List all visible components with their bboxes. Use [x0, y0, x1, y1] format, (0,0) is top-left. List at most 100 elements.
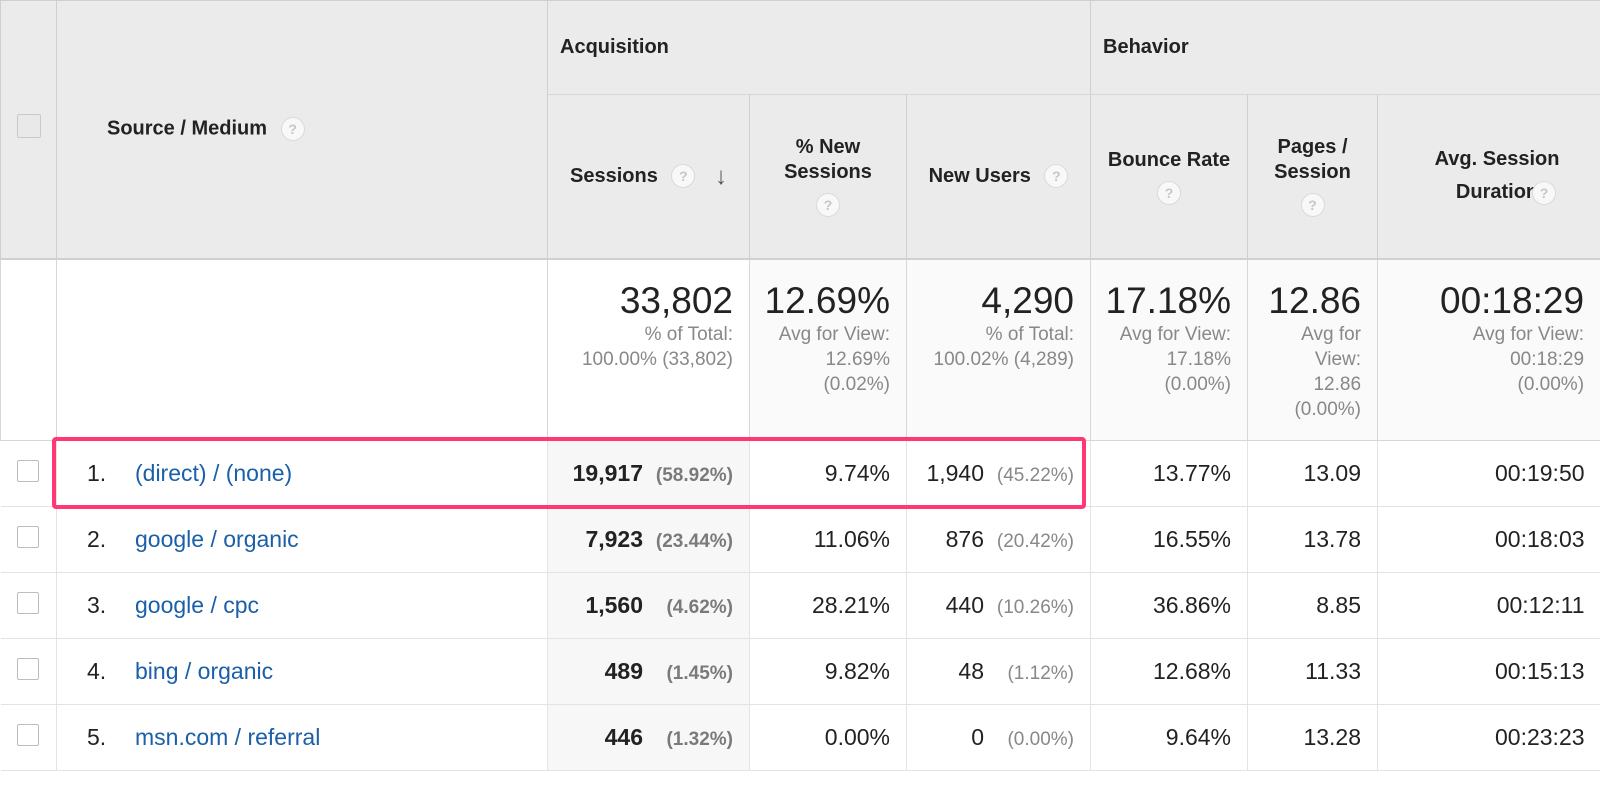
acquisition-group-header: Acquisition [546, 0, 1092, 95]
row-rank: 1. [87, 460, 107, 486]
row-rank: 4. [87, 658, 107, 684]
totals-pages-session: 12.86 Avg for View: 12.86 (0.00%) [1247, 257, 1379, 441]
row-new-users: 48 (1.12%) [905, 638, 1091, 705]
totals-new-sessions: 12.69% Avg for View: 12.69% (0.02%) [749, 257, 907, 441]
row-avg-duration: 00:15:13 [1377, 638, 1600, 705]
row-sessions: 446 (1.32%) [547, 704, 750, 771]
table-row: 5. msn.com / referral 446 (1.32%) 0.00% 0 (… [0, 704, 1600, 771]
sessions-header[interactable]: Sessions ? ↓ [547, 94, 750, 259]
totals-row: 33,802 % of Total: 100.00% (33,802) 12.6… [0, 257, 1600, 441]
row-sessions: 7,923 (23.44%) [547, 506, 750, 573]
row-avg-duration: 00:23:23 [1377, 704, 1600, 771]
row-source-cell: 3. google / cpc [56, 572, 548, 639]
row-sessions-pct: (58.92%) [655, 465, 733, 486]
row-checkbox[interactable] [17, 657, 40, 680]
totals-new-sessions-value: 12.69% [764, 279, 891, 321]
totals-sessions-sub1: % of Total: [644, 323, 733, 345]
row-rank: 3. [87, 592, 107, 618]
help-icon[interactable]: ? [1157, 180, 1182, 205]
help-icon[interactable]: ? [1044, 164, 1069, 189]
row-pages-session: 11.33 [1247, 638, 1378, 705]
avg-duration-header[interactable]: Avg. Session Duration? [1377, 94, 1600, 259]
totals-bounce-rate-sub1: Avg for View: [1119, 323, 1232, 345]
totals-new-users-sub1: % of Total: [985, 323, 1075, 345]
totals-sessions-sub2: 100.00% (33,802) [581, 348, 733, 370]
row-checkbox[interactable] [17, 525, 40, 548]
row-rank: 5. [87, 724, 107, 750]
source-medium-label: Source / Medium [107, 117, 268, 140]
row-new-users-value: 1,940 [926, 460, 985, 486]
row-new-users: 440 (10.26%) [905, 572, 1091, 639]
select-all-checkbox[interactable] [16, 114, 41, 139]
row-bounce-rate: 9.64% [1090, 704, 1248, 771]
totals-avg-duration-sub3: (0.00%) [1517, 373, 1585, 395]
totals-avg-duration-sub2: 00:18:29 [1510, 348, 1585, 370]
pages-session-label: Pages / Session [1274, 136, 1351, 184]
row-new-sessions: 11.06% [749, 506, 907, 573]
source-medium-link[interactable]: bing / organic [135, 658, 274, 684]
row-checkbox[interactable] [17, 591, 40, 614]
row-new-users-pct: (0.00%) [1007, 729, 1075, 750]
sort-descending-icon[interactable]: ↓ [714, 162, 727, 190]
source-medium-link[interactable]: google / cpc [135, 592, 260, 618]
totals-avg-duration-sub1: Avg for View: [1472, 323, 1585, 345]
source-medium-link[interactable]: (direct) / (none) [135, 460, 293, 486]
source-medium-link[interactable]: google / organic [135, 526, 299, 552]
new-sessions-header[interactable]: % New Sessions ? [749, 94, 907, 259]
row-new-users-value: 440 [945, 592, 985, 618]
totals-pages-session-sub4: (0.00%) [1294, 398, 1362, 420]
row-avg-duration: 00:18:03 [1377, 506, 1600, 573]
new-sessions-label: % New Sessions [784, 136, 872, 184]
row-source-cell: 5. msn.com / referral [56, 704, 548, 771]
row-bounce-rate: 12.68% [1090, 638, 1248, 705]
totals-bounce-rate-sub2: 17.18% [1166, 348, 1232, 370]
help-icon[interactable]: ? [1300, 193, 1325, 218]
help-icon[interactable]: ? [280, 117, 305, 142]
help-icon[interactable]: ? [671, 164, 696, 189]
table-row: 2. google / organic 7,923 (23.44%) 11.06% … [0, 506, 1600, 573]
row-checkbox-cell [0, 572, 57, 639]
row-avg-duration: 00:12:11 [1377, 572, 1600, 639]
row-sessions-value: 7,923 [585, 526, 643, 552]
row-sessions-value: 1,560 [585, 592, 643, 618]
row-sessions-pct: (1.32%) [666, 729, 733, 750]
new-users-header[interactable]: New Users ? [905, 94, 1092, 259]
avg-duration-label: Avg. Session Duration [1434, 148, 1560, 204]
row-pages-session: 13.78 [1247, 506, 1378, 573]
totals-bounce-rate-sub3: (0.00%) [1164, 373, 1232, 395]
source-medium-header[interactable]: Source / Medium ? [56, 0, 548, 259]
totals-avg-duration-value: 00:18:29 [1440, 279, 1585, 321]
row-bounce-rate: 13.77% [1090, 440, 1248, 507]
row-new-users-pct: (10.26%) [996, 597, 1075, 618]
row-sessions-pct: (23.44%) [655, 531, 733, 552]
totals-avg-duration: 00:18:29 Avg for View: 00:18:29 (0.00%) [1377, 257, 1600, 441]
row-source-cell: 2. google / organic [56, 506, 548, 573]
row-new-sessions: 0.00% [749, 704, 907, 771]
row-bounce-rate: 36.86% [1090, 572, 1248, 639]
row-sessions: 19,917 (58.92%) [547, 440, 750, 507]
totals-new-sessions-sub1: Avg for View: [778, 323, 890, 345]
row-sessions-value: 19,917 [572, 460, 643, 486]
row-new-sessions: 9.74% [749, 440, 907, 507]
row-new-users: 1,940 (45.22%) [905, 440, 1091, 507]
pages-session-header[interactable]: Pages / Session ? [1247, 94, 1379, 259]
behavior-group-header: Behavior [1090, 0, 1600, 95]
row-pages-session: 8.85 [1247, 572, 1378, 639]
help-icon[interactable]: ? [1532, 180, 1557, 205]
totals-new-sessions-sub3: (0.02%) [823, 373, 890, 395]
row-sessions-pct: (1.45%) [666, 663, 733, 684]
row-checkbox-cell [0, 506, 57, 573]
help-icon[interactable]: ? [816, 193, 840, 218]
select-all-cell [0, 0, 57, 259]
totals-source-cell [56, 257, 548, 441]
row-checkbox[interactable] [17, 459, 40, 482]
row-checkbox-cell [0, 440, 57, 507]
row-source-cell: 1. (direct) / (none) [56, 440, 548, 507]
bounce-rate-header[interactable]: Bounce Rate ? [1090, 94, 1249, 259]
row-checkbox[interactable] [17, 723, 40, 746]
bounce-rate-label: Bounce Rate [1107, 148, 1231, 171]
totals-new-users: 4,290 % of Total: 100.02% (4,289) [905, 257, 1092, 441]
source-medium-link[interactable]: msn.com / referral [135, 724, 321, 750]
totals-bounce-rate: 17.18% Avg for View: 17.18% (0.00%) [1090, 257, 1249, 441]
totals-new-users-sub2: 100.02% (4,289) [933, 348, 1075, 370]
